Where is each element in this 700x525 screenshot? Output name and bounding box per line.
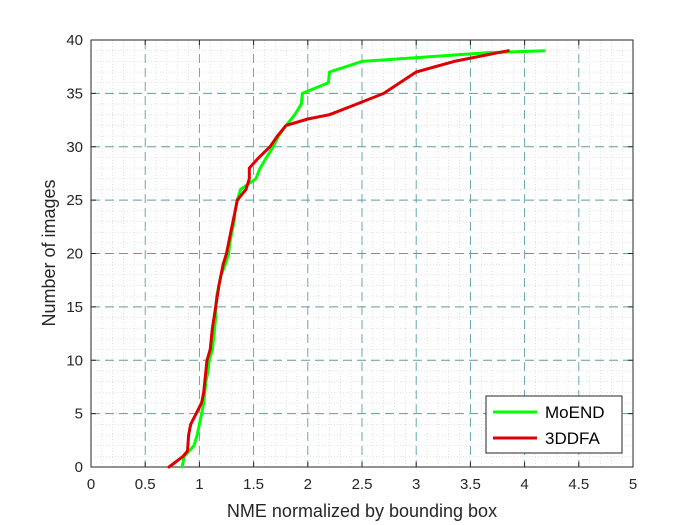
x-tick-label: 2.5 [352,476,373,493]
y-axis-title: Number of images [39,179,59,326]
x-tick-labels: 0 0.5 1 1.5 2 2.5 3 3.5 4 4.5 5 [87,476,637,493]
y-tick-label: 20 [66,246,83,263]
y-tick-label: 35 [66,85,83,102]
legend: MoEND 3DDFA [485,395,623,454]
x-tick-label: 4 [520,476,528,493]
y-tick-label: 15 [66,299,83,316]
x-tick-label: 3.5 [460,476,481,493]
y-tick-label: 10 [66,352,83,369]
x-tick-label: 0.5 [135,476,156,493]
y-tick-label: 5 [75,406,83,423]
x-tick-label: 2 [304,476,312,493]
legend-label-moend: MoEND [545,403,605,422]
y-tick-labels: 0 5 10 15 20 25 30 35 40 [66,32,83,476]
legend-label-3ddfa: 3DDFA [545,429,600,448]
y-tick-label: 0 [75,459,83,476]
series-layer [167,49,546,469]
legend-box [485,395,623,454]
x-tick-label: 3 [412,476,420,493]
x-tick-label: 0 [87,476,95,493]
x-tick-label: 5 [629,476,637,493]
y-tick-label: 25 [66,192,83,209]
x-tick-label: 4.5 [568,476,589,493]
x-axis-title: NME normalized by bounding box [227,501,497,521]
y-tick-label: 40 [66,32,83,49]
series-line-3ddfa [167,49,510,469]
tick-marks [90,39,634,468]
x-tick-label: 1.5 [243,476,264,493]
y-tick-label: 30 [66,139,83,156]
x-tick-label: 1 [195,476,203,493]
